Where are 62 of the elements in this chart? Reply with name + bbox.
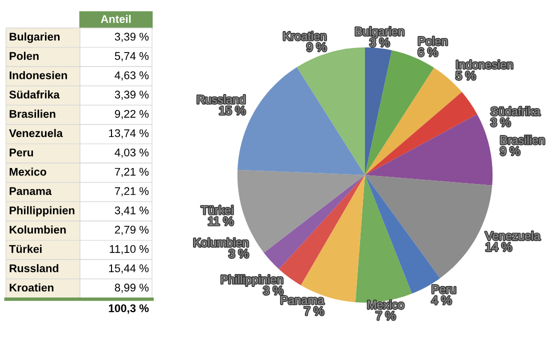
data-label: 7 %: [304, 306, 324, 316]
category-label: Südafrika: [9, 90, 60, 99]
slice-label: Peru: [432, 285, 456, 294]
category-label: Brasilien: [10, 110, 56, 118]
slice-label: Indonesien: [456, 60, 513, 69]
slice-label: Südafrika: [490, 106, 540, 116]
text: 9,22 %: [114, 110, 149, 120]
data-label: 3 %: [228, 249, 248, 258]
category-label: Russland: [10, 264, 58, 272]
slice-label: Kroatien: [284, 32, 326, 40]
data-label: 3 %: [370, 38, 390, 47]
category-label: Mexico: [10, 168, 46, 176]
text: 3,39 %: [114, 90, 149, 100]
slice-label: Kolumbien: [194, 238, 248, 247]
text: 15,44 %: [109, 264, 149, 274]
category-label: Indonesien: [10, 71, 67, 80]
category-label: Peru: [10, 148, 33, 156]
text: 3,41 %: [114, 206, 149, 216]
pie-slice: [264, 175, 365, 270]
text: 7,21 %: [114, 187, 149, 196]
data-label: 7 %: [376, 312, 396, 320]
category-label: Kolumbien: [10, 225, 66, 234]
category-label: Türkei: [9, 244, 42, 253]
slice-label: Polen: [418, 36, 448, 46]
text: Anteil: [100, 14, 131, 23]
text: 3,39 %: [114, 32, 149, 42]
pie-slice: [365, 92, 478, 175]
category-label: Bulgarien: [10, 32, 60, 43]
pie-slice: [365, 68, 462, 175]
category-label: Panama: [10, 187, 52, 196]
text: 5,74 %: [114, 52, 149, 62]
data-label: 14 %: [486, 242, 512, 252]
text: 8,99 %: [114, 284, 149, 293]
slice-label: Phillippinien: [221, 275, 283, 286]
text: 7,21 %: [114, 168, 149, 178]
data-label: 4 %: [432, 296, 452, 304]
data-label: 11 %: [208, 217, 234, 226]
slice-label: Panama: [281, 296, 324, 304]
slice-label: Mexico: [368, 300, 404, 309]
category-label: Kroatien: [10, 283, 54, 292]
text: 100,3 %: [108, 304, 149, 314]
data-label: 5 %: [456, 72, 476, 80]
pie-slice: [365, 47, 392, 175]
text: 11,10 %: [110, 245, 149, 254]
text: 13,74 %: [109, 129, 149, 138]
category-label: Phillippinien: [10, 206, 74, 217]
data-label: 6 %: [418, 48, 438, 56]
text: 2,79 %: [114, 226, 149, 235]
text: 4,03 %: [114, 148, 149, 158]
category-label: Venezuela: [9, 128, 63, 138]
data-label: 9 %: [306, 42, 326, 52]
data-label: 3 %: [490, 118, 510, 126]
slice-label: Brasilien: [500, 136, 544, 144]
data-label: 3 %: [263, 286, 283, 295]
slice-label: Türkei: [201, 206, 233, 214]
text: 4,63 %: [114, 71, 149, 81]
data-label: 15 %: [220, 106, 246, 115]
slice-label: Russland: [197, 95, 245, 104]
slice-label: Venezuela: [485, 231, 540, 240]
slice-label: Bulgarien: [356, 26, 404, 38]
category-label: Polen: [10, 52, 39, 60]
data-label: 9 %: [500, 146, 520, 156]
